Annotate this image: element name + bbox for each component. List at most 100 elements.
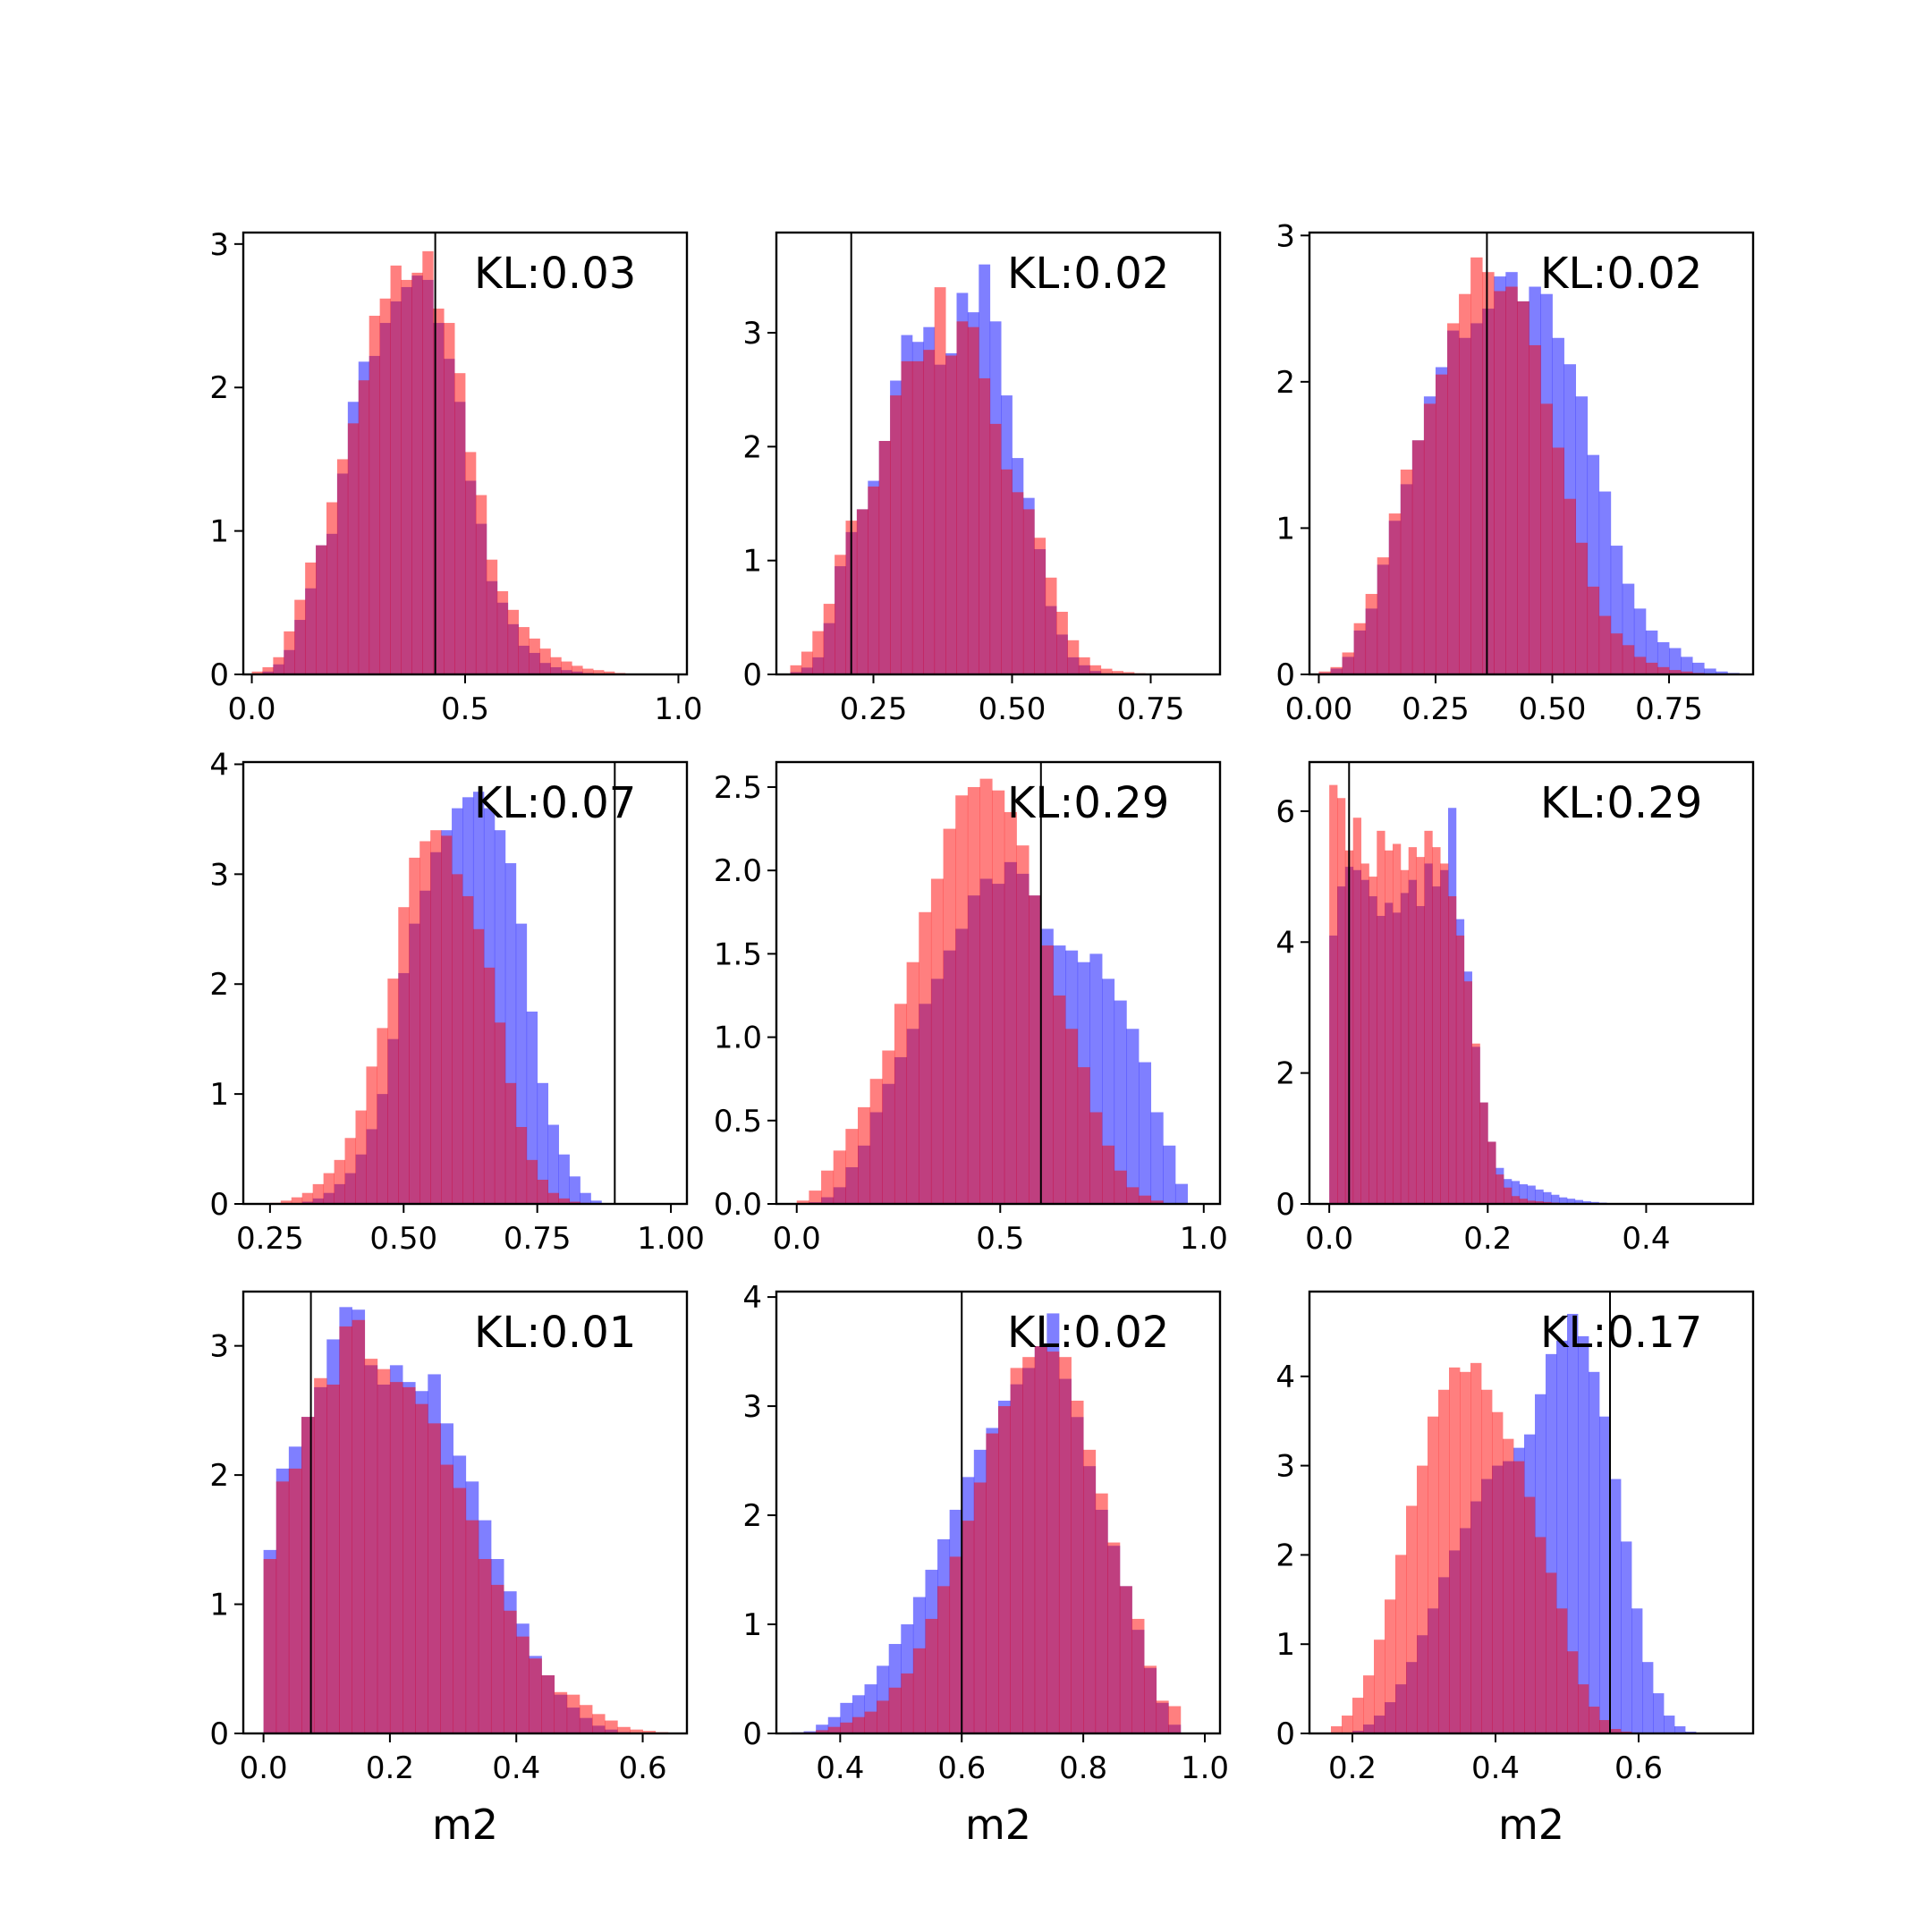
red-histogram-bar bbox=[539, 648, 551, 674]
red-histogram-bar bbox=[1058, 1357, 1072, 1733]
axes-frame bbox=[775, 1290, 1222, 1735]
red-histogram-bar bbox=[835, 555, 846, 674]
y-tick-label: 6 bbox=[1275, 794, 1295, 830]
histogram-panel: 0.2 0.4 0.6 0 1 2 3 4 KL:0.17 m2 bbox=[1275, 1290, 1755, 1849]
red-histogram-bar bbox=[809, 1191, 822, 1204]
x-tick-label: 1.0 bbox=[654, 691, 702, 727]
red-histogram-bar bbox=[358, 380, 370, 674]
red-histogram-bar bbox=[1610, 633, 1623, 674]
y-tick-label: 0 bbox=[1275, 1187, 1295, 1223]
red-histogram-bar bbox=[1102, 1145, 1115, 1204]
red-histogram-bar bbox=[389, 1382, 403, 1733]
red-histogram-bar bbox=[845, 1129, 859, 1204]
x-tick-label: 0.6 bbox=[937, 1750, 986, 1786]
red-histogram-bar bbox=[852, 1716, 865, 1733]
red-histogram-bar bbox=[1423, 403, 1436, 674]
red-histogram-bar bbox=[1012, 492, 1024, 674]
red-histogram-bar bbox=[604, 671, 615, 674]
red-histogram-bar bbox=[923, 350, 936, 674]
y-tick-label: 4 bbox=[1275, 1360, 1295, 1395]
red-histogram-bar bbox=[1460, 1371, 1471, 1733]
red-histogram-bar bbox=[833, 1150, 846, 1204]
red-histogram-bar bbox=[516, 1636, 530, 1733]
red-histogram-bar bbox=[1016, 845, 1030, 1204]
y-tick-label: 1.5 bbox=[714, 936, 762, 972]
red-histogram-bar bbox=[858, 1106, 871, 1204]
red-histogram-bar bbox=[1563, 498, 1576, 674]
red-histogram-bar bbox=[1393, 843, 1402, 1204]
red-histogram-bar bbox=[440, 1464, 453, 1733]
red-histogram-bar bbox=[1447, 323, 1460, 674]
red-histogram-bar bbox=[428, 1423, 441, 1733]
red-histogram-bar bbox=[1112, 671, 1123, 674]
red-histogram-bar bbox=[273, 657, 284, 674]
x-tick-label: 0.25 bbox=[1402, 691, 1470, 727]
red-histogram-bar bbox=[422, 250, 434, 674]
x-tick-label: 1.00 bbox=[637, 1221, 705, 1257]
red-histogram-bar bbox=[1067, 640, 1080, 674]
red-histogram-bar bbox=[409, 857, 420, 1204]
red-histogram-bar bbox=[1610, 1729, 1622, 1733]
x-tick-label: 0.0 bbox=[240, 1750, 288, 1786]
red-histogram-bar bbox=[377, 1028, 388, 1204]
red-histogram-bar bbox=[801, 651, 813, 674]
red-histogram-bar bbox=[868, 486, 880, 674]
red-histogram-bar bbox=[1001, 469, 1013, 674]
blue-histogram-bar bbox=[1543, 1191, 1552, 1204]
red-histogram-bar bbox=[1622, 645, 1635, 674]
red-histogram-bar bbox=[911, 360, 924, 674]
red-histogram-bar bbox=[1438, 1389, 1450, 1733]
blue-histogram-bar bbox=[580, 1192, 591, 1204]
red-histogram-bar bbox=[937, 1586, 951, 1733]
red-histogram-bar bbox=[930, 878, 944, 1204]
red-histogram-bar bbox=[943, 828, 956, 1204]
red-histogram-bar bbox=[1567, 1651, 1579, 1733]
y-tick-label: 1 bbox=[742, 544, 762, 580]
red-histogram-bar bbox=[1138, 1195, 1152, 1204]
red-histogram-bar bbox=[515, 1126, 528, 1204]
blue-histogram-bar bbox=[1657, 642, 1670, 674]
red-histogram-bar bbox=[1377, 830, 1385, 1204]
red-histogram-bar bbox=[1156, 1700, 1169, 1733]
x-tick-label: 0.0 bbox=[227, 691, 275, 727]
red-histogram-bar bbox=[1056, 611, 1068, 674]
histogram-panel: 0.0 0.5 1.0 0.0 0.5 1.0 1.5 2.0 2.5 KL:0.29 bbox=[714, 760, 1228, 1257]
y-tick-label: 0 bbox=[209, 1187, 229, 1223]
red-histogram-bar bbox=[1681, 671, 1693, 674]
red-histogram-bar bbox=[642, 1731, 657, 1733]
red-histogram-bar bbox=[1045, 577, 1057, 674]
y-tick-label: 2.5 bbox=[714, 770, 762, 806]
blue-histogram-bar bbox=[569, 1176, 580, 1204]
red-histogram-bar bbox=[1504, 1187, 1513, 1204]
red-histogram-bar bbox=[579, 1705, 593, 1733]
blue-histogram-bar bbox=[1653, 1693, 1665, 1733]
red-histogram-bar bbox=[347, 423, 360, 674]
red-histogram-bar bbox=[1029, 895, 1042, 1204]
red-histogram-bar bbox=[323, 1173, 335, 1204]
y-tick-label: 4 bbox=[742, 1280, 762, 1316]
red-histogram-bar bbox=[475, 495, 487, 674]
red-histogram-bar bbox=[262, 666, 274, 674]
red-histogram-bar bbox=[1131, 1618, 1145, 1733]
red-histogram-bar bbox=[355, 1110, 367, 1204]
red-histogram-bar bbox=[1352, 1698, 1364, 1733]
red-histogram-bar bbox=[979, 377, 991, 674]
red-histogram-bar bbox=[1589, 1707, 1600, 1733]
red-histogram-bar bbox=[955, 795, 969, 1204]
blue-histogram-bar bbox=[1599, 1416, 1611, 1733]
red-histogram-bar bbox=[486, 559, 498, 674]
red-histogram-bar bbox=[572, 665, 583, 674]
red-histogram-bar bbox=[547, 1192, 559, 1204]
y-tick-label: 2 bbox=[742, 429, 762, 465]
red-histogram-bar bbox=[507, 609, 520, 674]
red-histogram-bar bbox=[336, 459, 349, 674]
red-histogram-bar bbox=[1435, 374, 1448, 674]
red-histogram-bar bbox=[1004, 811, 1017, 1204]
x-tick-label: 0.75 bbox=[504, 1221, 572, 1257]
red-histogram-bar bbox=[1448, 896, 1457, 1204]
red-histogram-bar bbox=[1100, 668, 1113, 674]
red-histogram-bar bbox=[1578, 1684, 1589, 1733]
y-tick-label: 1 bbox=[1275, 1627, 1295, 1663]
red-histogram-bar bbox=[1424, 830, 1433, 1204]
